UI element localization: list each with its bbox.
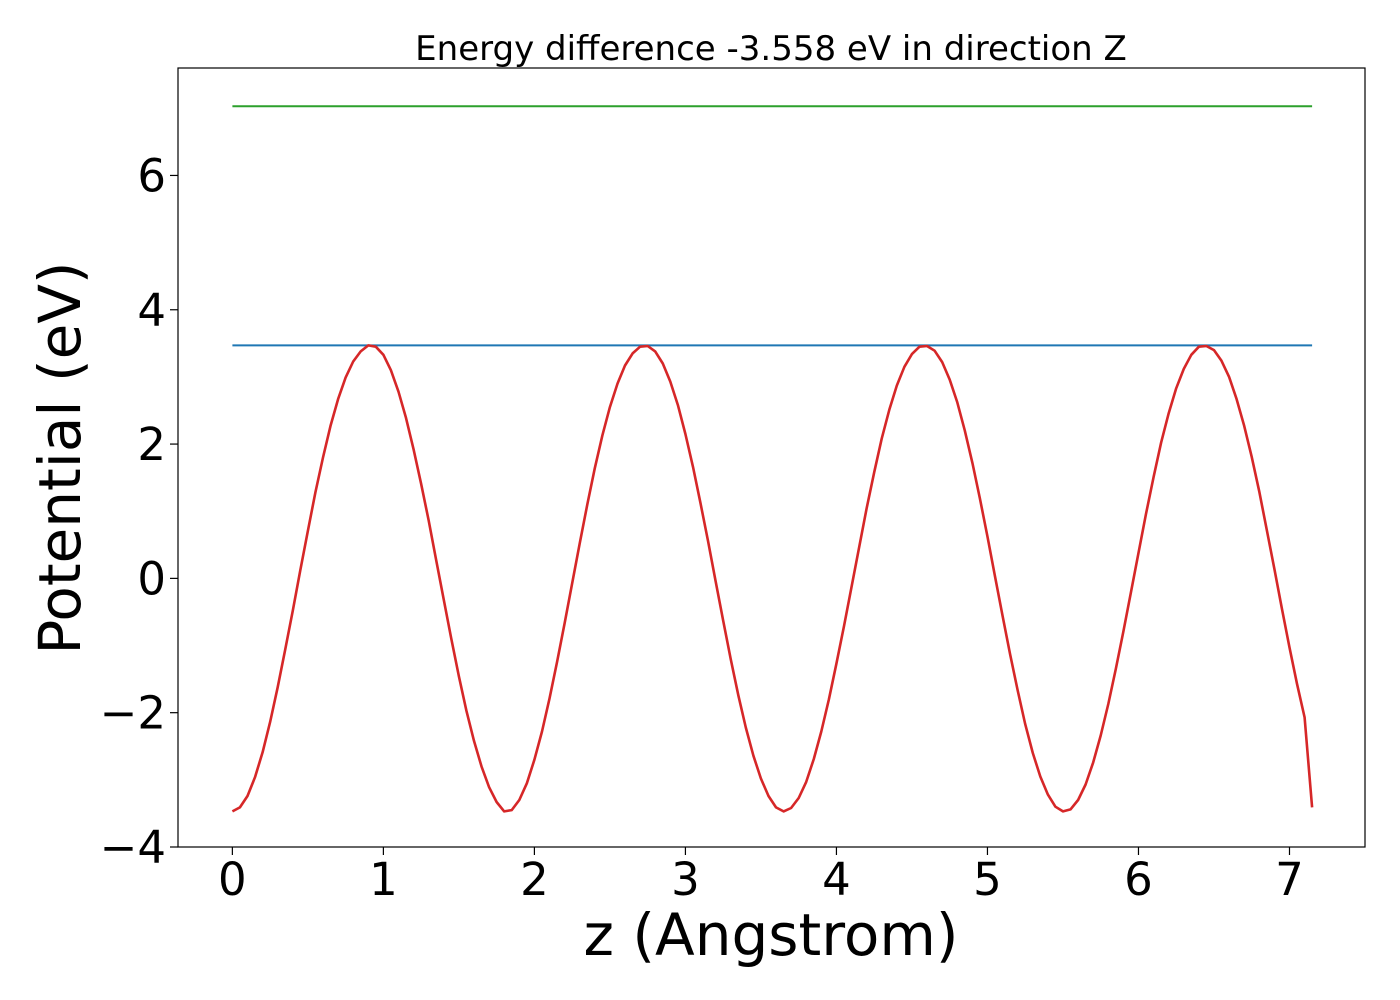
x-tick-label: 0 [218,853,247,906]
plot-frame [177,67,1366,848]
x-tick-label: 2 [520,853,549,906]
y-tick-label: −4 [100,821,166,874]
x-tick-label: 4 [822,853,851,906]
y-tick-label: 4 [137,284,166,337]
series-layer [231,105,1314,813]
y-tick-label: 6 [137,149,166,202]
x-tick-label: 1 [369,853,398,906]
x-axis-label: z (Angstrom) [584,901,959,969]
x-axis: 0 1 2 3 4 5 6 7 [218,847,1304,906]
chart-title: Energy difference -3.558 eV in direction… [415,29,1127,69]
y-tick-label: −2 [100,687,166,740]
series-line-3 [231,344,1314,813]
x-tick-label: 6 [1124,853,1153,906]
x-tick-label: 3 [671,853,700,906]
y-axis-label: Potential (eV) [26,261,94,654]
x-tick-label: 7 [1275,853,1304,906]
y-axis: −4 −2 0 2 4 6 [100,149,178,874]
y-tick-label: 0 [137,552,166,605]
x-tick-label: 5 [973,853,1002,906]
plot-area [231,105,1314,813]
y-tick-label: 2 [137,418,166,471]
